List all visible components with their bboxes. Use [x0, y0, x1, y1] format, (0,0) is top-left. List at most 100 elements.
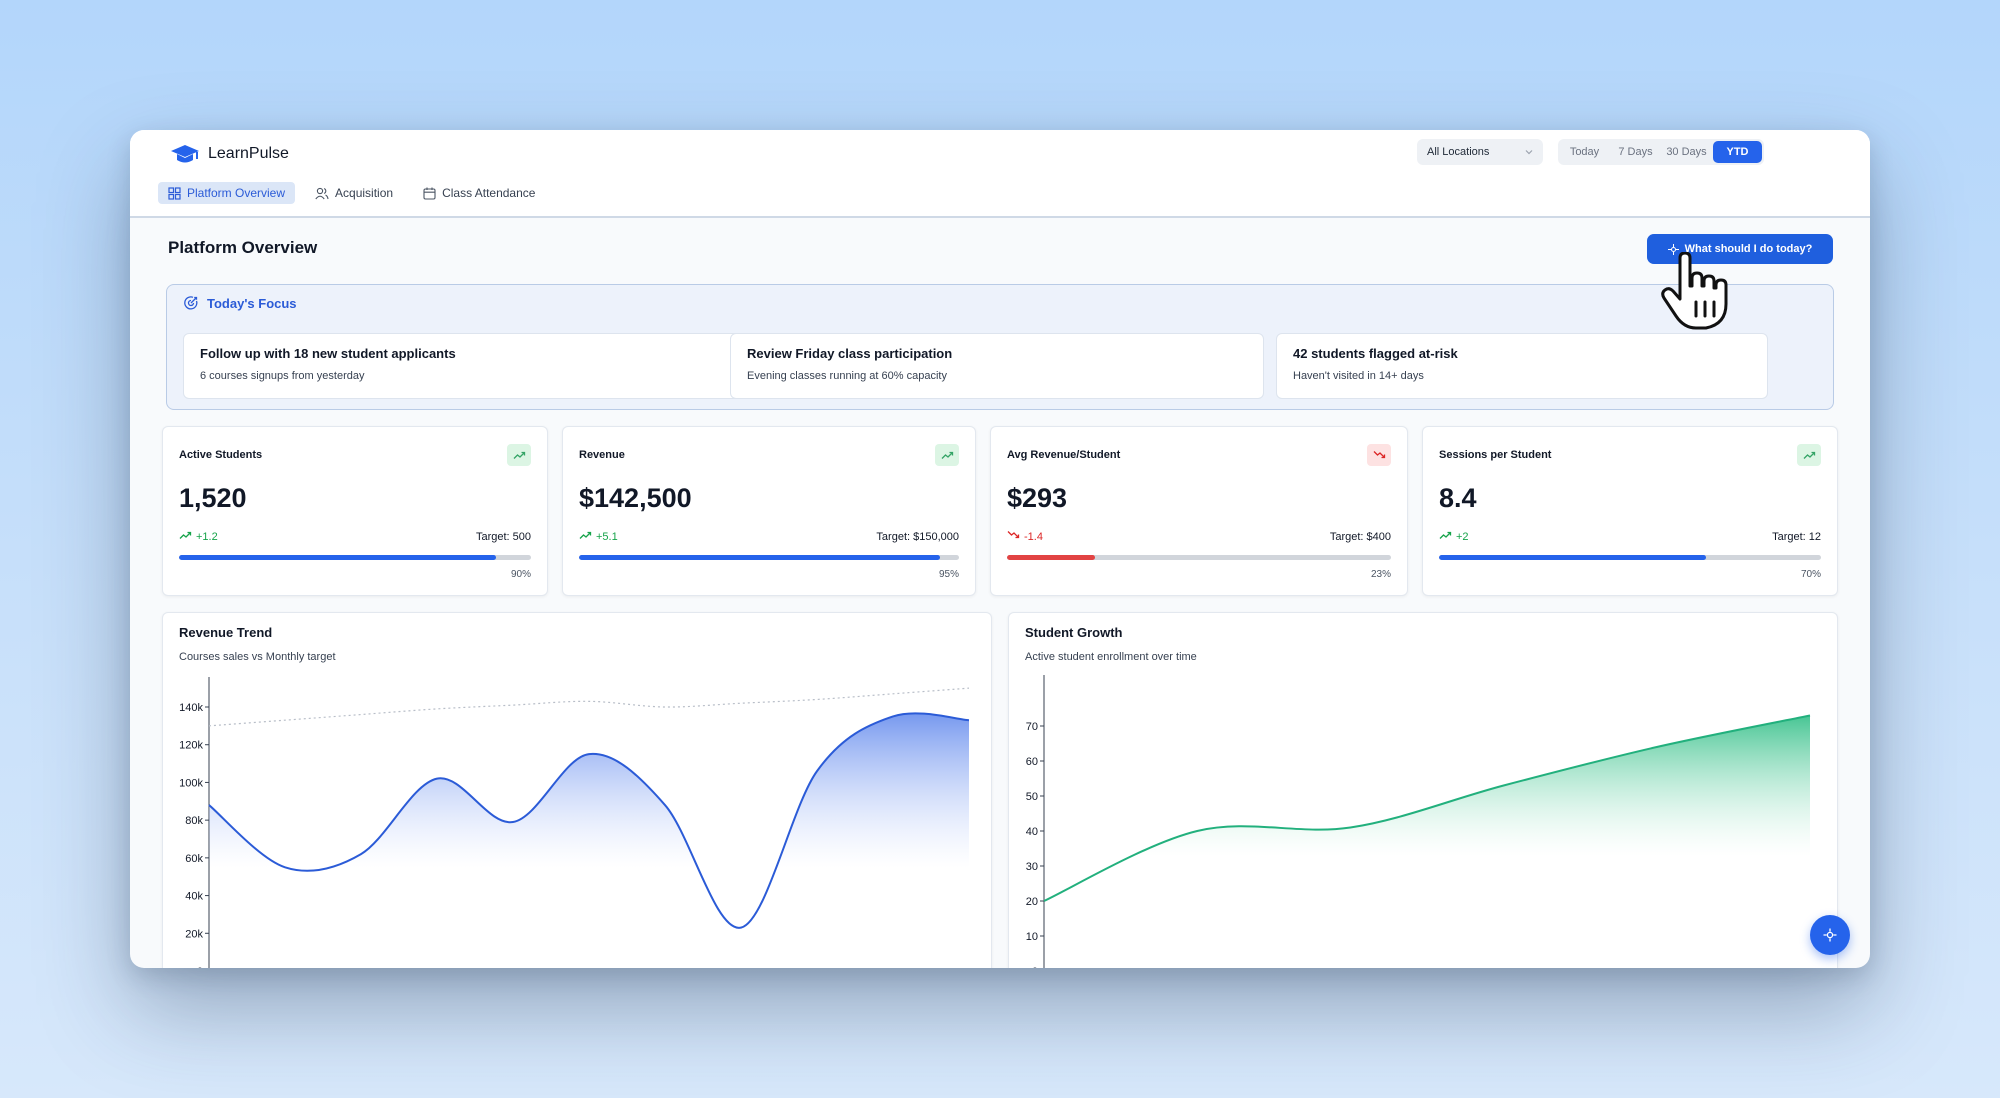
metric-card-sessions[interactable]: Sessions per Student 8.4 +2 Target: 12 7…: [1422, 426, 1838, 596]
y-tick-label: 10: [1026, 931, 1038, 943]
logo[interactable]: LearnPulse: [170, 142, 289, 166]
chevron-down-icon: [1525, 150, 1533, 155]
period-ytd-button[interactable]: YTD: [1713, 141, 1762, 163]
metric-delta: +1.2: [179, 530, 218, 543]
tab-platform-overview[interactable]: Platform Overview: [158, 182, 296, 204]
focus-card-applicants[interactable]: Follow up with 18 new student applicants…: [183, 333, 761, 399]
tab-class-attendance[interactable]: Class Attendance: [413, 182, 545, 204]
student-growth-card: Student Growth Active student enrollment…: [1008, 612, 1838, 968]
y-tick-label: 100k: [179, 777, 203, 789]
period-30-days-button[interactable]: 30 Days: [1666, 146, 1707, 158]
top-bar: LearnPulse Platform Overview Acquisitio: [130, 130, 1870, 218]
progress-track: [1007, 555, 1391, 560]
y-tick-label: 70: [1026, 721, 1038, 733]
metric-target: Target: $400: [1329, 531, 1391, 543]
period-today-button[interactable]: Today: [1569, 146, 1600, 158]
progress-track: [179, 555, 531, 560]
delta-value: +1.2: [196, 530, 218, 543]
progress-fill: [579, 555, 940, 560]
metric-delta: +5.1: [579, 530, 618, 543]
todays-focus-panel: Today's Focus Follow up with 18 new stud…: [166, 284, 1834, 410]
metric-card-active-students[interactable]: Active Students 1,520 +1.2 Target: 500 9…: [162, 426, 548, 596]
chart-subtitle: Active student enrollment over time: [1025, 651, 1197, 663]
series-area: [209, 713, 969, 968]
y-tick-label: 60k: [185, 853, 203, 865]
progress-label: 95%: [938, 569, 959, 580]
progress-fill: [1007, 555, 1096, 560]
calendar-icon: [423, 187, 436, 200]
metric-value: $142,500: [579, 483, 692, 513]
app-window: LearnPulse Platform Overview Acquisitio: [130, 130, 1870, 968]
metric-label: Active Students: [179, 449, 263, 461]
trend-up-icon: [1797, 444, 1821, 466]
y-tick-label: 140k: [179, 702, 203, 714]
y-tick-label: 40: [1026, 826, 1038, 838]
main-nav: Platform Overview Acquisition Class Atte…: [158, 182, 545, 204]
period-toggle: Today 7 Days 30 Days YTD: [1558, 139, 1764, 165]
series-line: [208, 712, 970, 929]
chart-title: Student Growth: [1025, 625, 1123, 640]
metric-target: Target: 12: [1772, 531, 1821, 543]
hand-cursor-icon: [1661, 252, 1728, 330]
metric-label: Sessions per Student: [1439, 449, 1552, 461]
what-should-i-do-button[interactable]: What should I do today?: [1647, 234, 1833, 264]
target-line: [208, 687, 970, 727]
y-tick-label: 30: [1026, 861, 1038, 873]
y-tick-label: 20k: [185, 928, 203, 940]
target-icon: [184, 296, 198, 310]
chart-subtitle: Courses sales vs Monthly target: [179, 651, 336, 663]
trend-arrow-icon: [1439, 530, 1452, 543]
page-title: Platform Overview: [168, 238, 318, 257]
tab-acquisition[interactable]: Acquisition: [305, 182, 403, 204]
metric-label: Revenue: [579, 449, 625, 461]
grid-icon: [168, 186, 181, 200]
metric-card-revenue[interactable]: Revenue $142,500 +5.1 Target: $150,000 9…: [562, 426, 976, 596]
focus-card-subtitle: Evening classes running at 60% capacity: [747, 370, 947, 382]
cta-label: What should I do today?: [1684, 243, 1813, 255]
delta-value: +2: [1456, 530, 1469, 543]
y-tick-label: 60: [1026, 756, 1038, 768]
focus-card-participation[interactable]: Review Friday class participation Evenin…: [730, 333, 1264, 399]
trend-down-icon: [1367, 444, 1391, 466]
delta-value: +5.1: [596, 530, 618, 543]
focus-card-subtitle: 6 courses signups from yesterday: [200, 370, 365, 382]
focus-heading: Today's Focus: [183, 295, 297, 311]
graduation-cap-icon: [171, 145, 199, 163]
progress-track: [1439, 555, 1821, 560]
trend-arrow-icon: [179, 530, 192, 543]
y-tick-label: 40k: [185, 891, 203, 903]
assistant-fab-button[interactable]: [1810, 915, 1850, 955]
metric-delta: -1.4: [1007, 530, 1043, 543]
period-7-days-button[interactable]: 7 Days: [1618, 146, 1653, 158]
sparkle-icon: [1823, 928, 1837, 942]
delta-value: -1.4: [1024, 530, 1043, 543]
location-value: All Locations: [1427, 146, 1490, 158]
metric-value: 1,520: [179, 483, 247, 513]
y-tick-label: 120k: [179, 740, 203, 752]
y-tick-label: 20: [1026, 896, 1038, 908]
progress-track: [579, 555, 959, 560]
focus-card-title: 42 students flagged at-risk: [1293, 346, 1458, 361]
series-area: [1044, 715, 1810, 968]
focus-title: Today's Focus: [207, 295, 297, 311]
revenue-trend-card: Revenue Trend Courses sales vs Monthly t…: [162, 612, 992, 968]
tab-label: Class Attendance: [442, 186, 536, 200]
y-tick-label: 50: [1026, 791, 1038, 803]
progress-fill: [1439, 555, 1707, 560]
y-tick-label: 0: [197, 966, 203, 968]
tab-label: Acquisition: [335, 186, 394, 200]
series-line: [1043, 714, 1811, 902]
users-icon: [315, 187, 329, 199]
metric-card-avg-revenue[interactable]: Avg Revenue/Student $293 -1.4 Target: $4…: [990, 426, 1408, 596]
trend-up-icon: [935, 444, 959, 466]
focus-card-at-risk[interactable]: 42 students flagged at-risk Haven't visi…: [1276, 333, 1768, 399]
metric-value: 8.4: [1439, 483, 1477, 513]
metric-label: Avg Revenue/Student: [1007, 449, 1121, 461]
y-tick-label: 80k: [185, 815, 203, 827]
trend-arrow-icon: [1007, 530, 1020, 543]
sparkle-icon: [1667, 243, 1679, 255]
location-select[interactable]: All Locations: [1417, 139, 1543, 165]
progress-label: 23%: [1370, 569, 1391, 580]
